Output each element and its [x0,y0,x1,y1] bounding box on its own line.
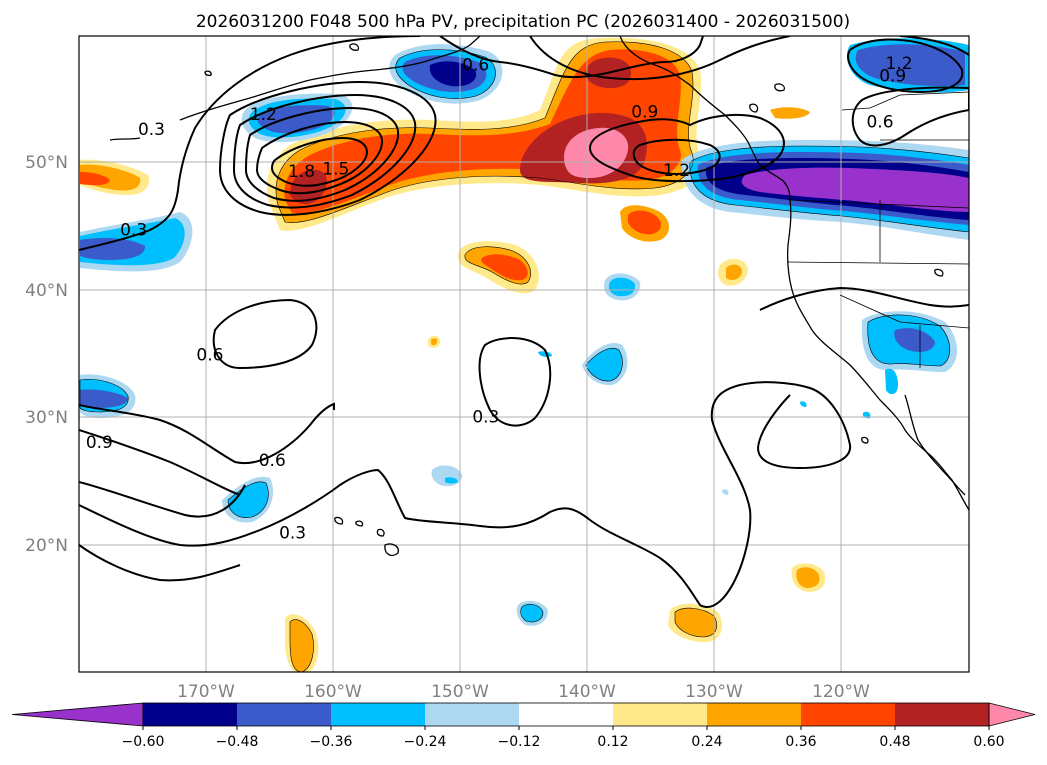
colorbar-level-label: 0.36 [785,734,816,750]
colorbar-level-label: 0.60 [973,734,1004,750]
colorbar-level-label: −0.36 [310,734,353,750]
colorbar-level-label: −0.12 [498,734,541,750]
coastlines [109,36,969,556]
map-area: 0.31.21.8 1.50.60.91.21.20.90.60.30.60.30… [79,36,969,672]
colorbar-level-label: 0.48 [879,734,910,750]
contour-label: 1.2 [663,161,690,181]
contour-label: 0.9 [631,102,658,122]
lat-label: 50°N [25,153,68,173]
shading-outlines [79,41,969,672]
contour-label: 1.2 [886,54,913,74]
contour-label: 0.6 [196,345,223,365]
colorbar-swatch [801,703,896,726]
pv-contour-labels: 0.31.21.8 1.50.60.91.21.20.90.60.30.60.30… [86,54,913,543]
colorbar-swatch [519,703,614,726]
contour-label: 0.6 [462,55,489,75]
contour-label: 1.5 [322,160,349,180]
lon-label: 140°W [558,682,616,702]
lon-label: 170°W [177,682,235,702]
colorbar-extend-high [988,702,1036,727]
lon-label: 150°W [431,682,489,702]
lat-label: 40°N [25,281,68,301]
colorbar-swatch [143,703,238,726]
lon-label: 120°W [812,682,870,702]
colorbar: −0.60 −0.48 −0.36 −0.24 −0.12 0.12 0.24 0.36 0.4… [11,702,1036,750]
map-title: 2026031200 F048 500 hPa PV, precipitatio… [196,12,850,32]
latitude-labels: 50°N 40°N 30°N 20°N [25,153,68,556]
colorbar-swatch [331,703,426,726]
longitude-labels: 170°W 160°W 150°W 140°W 130°W 120°W [177,682,870,702]
lat-label: 20°N [25,536,68,556]
colorbar-swatch [425,703,520,726]
colorbar-swatch [895,703,990,726]
contour-label: 0.3 [120,221,147,241]
colorbar-level-label: −0.60 [122,734,165,750]
contour-label: 0.6 [259,451,286,471]
colorbar-swatch [707,703,802,726]
contour-label: 0.6 [866,112,893,132]
colorbar-level-label: −0.24 [404,734,447,750]
colorbar-swatch [613,703,708,726]
contour-label: 0.9 [879,67,906,87]
colorbar-frame [142,702,990,727]
colorbar-level-label: −0.48 [216,734,259,750]
lat-label: 30°N [25,408,68,428]
lon-label: 160°W [304,682,362,702]
contour-label: 1.2 [250,105,277,125]
lon-label: 130°W [685,682,743,702]
pv-contours [79,36,969,608]
colorbar-extend-low [11,702,144,727]
contour-label: 0.3 [472,408,499,428]
colorbar-swatch [237,703,332,726]
contour-label: 0.9 [86,433,113,453]
contour-label: 0.3 [138,120,165,140]
gridlines [79,36,969,672]
contour-label: 0.3 [279,523,306,543]
colorbar-level-label: 0.24 [691,734,722,750]
contour-label: 1.8 [288,162,315,182]
borders [787,91,969,368]
map-frame [78,35,970,673]
colorbar-level-label: 0.12 [597,734,628,750]
